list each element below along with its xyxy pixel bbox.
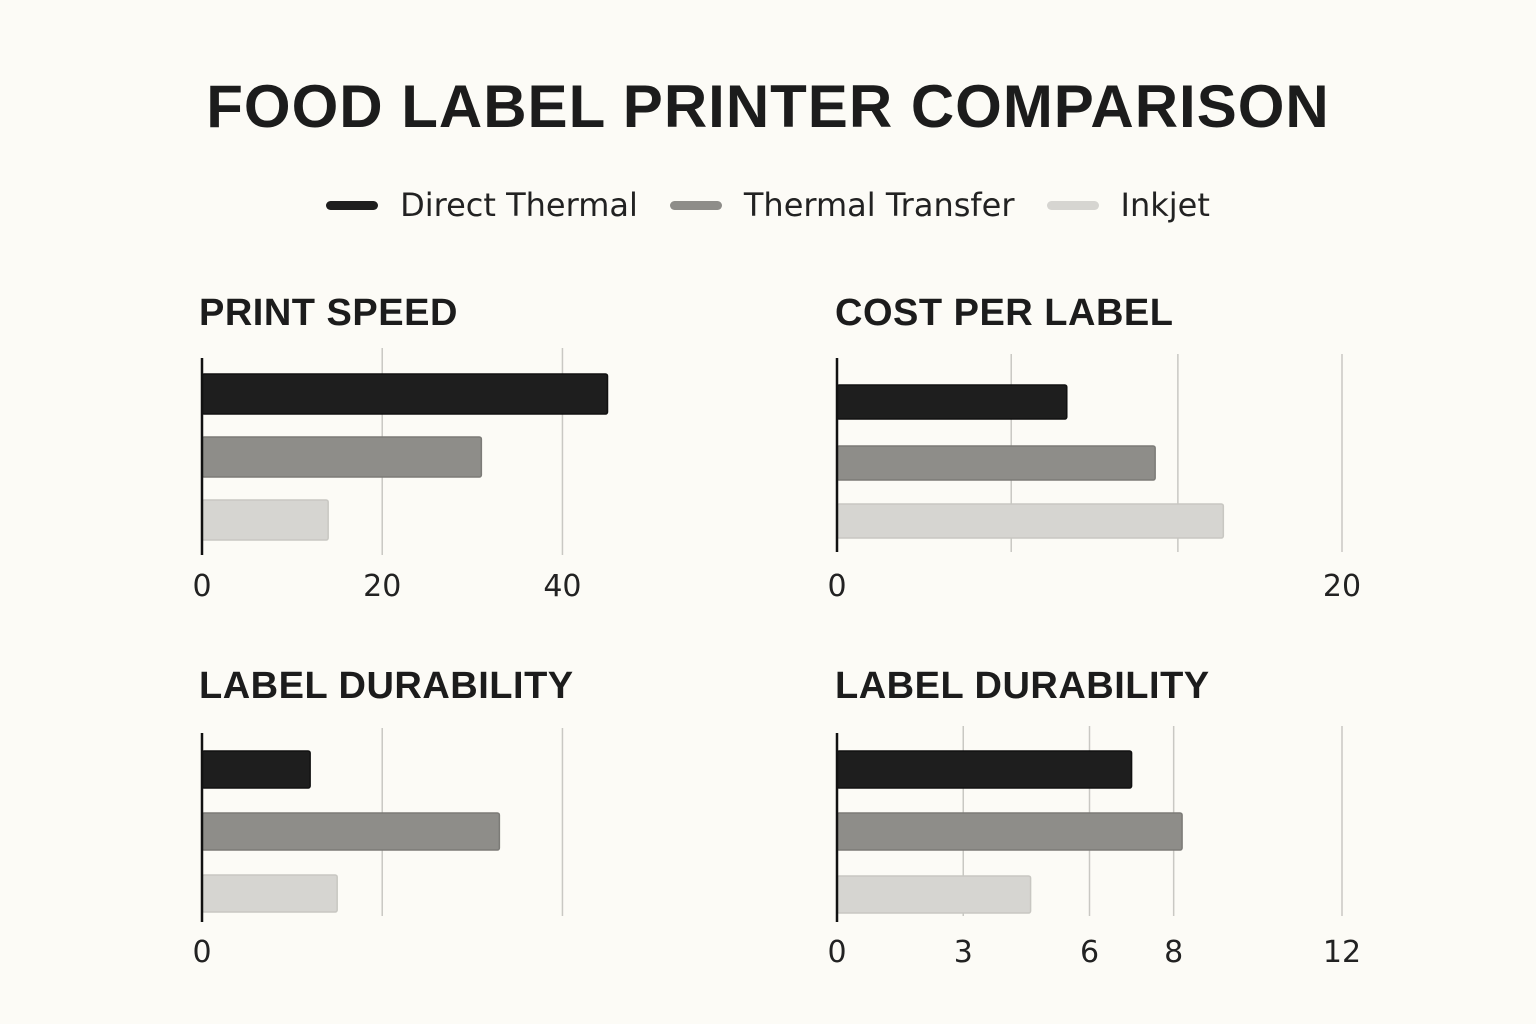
tick-label: 6 [1080, 935, 1099, 970]
legend-item-inkjet: Inkjet [1046, 186, 1210, 224]
panel-title-label-durability-left: LABEL DURABILITY [199, 665, 574, 707]
tick-label: 20 [363, 569, 401, 604]
tick-label: 8 [1164, 935, 1183, 970]
legend-label-thermal-transfer: Thermal Transfer [743, 186, 1015, 224]
tick-label: 0 [192, 935, 211, 970]
legend-label-inkjet: Inkjet [1120, 186, 1210, 224]
chart-title: FOOD LABEL PRINTER COMPARISON [206, 73, 1330, 140]
tick-label: 0 [827, 569, 846, 604]
bar-direct-thermal [836, 384, 1068, 420]
legend-label-direct-thermal: Direct Thermal [400, 186, 638, 224]
panel-title-cost-per-label: COST PER LABEL [835, 292, 1174, 334]
tick-label: 0 [192, 569, 211, 604]
legend: Direct Thermal Thermal Transfer Inkjet [0, 186, 1536, 224]
tick-label: 0 [827, 935, 846, 970]
bar-direct-thermal [201, 750, 311, 789]
legend-swatch-inkjet [1046, 200, 1099, 210]
bar-inkjet [836, 875, 1032, 914]
bar-direct-thermal [201, 373, 609, 415]
tick-label: 20 [1323, 569, 1361, 604]
tick-label: 3 [954, 935, 973, 970]
legend-item-direct-thermal: Direct Thermal [326, 186, 638, 224]
legend-swatch-direct-thermal [326, 200, 379, 210]
bar-direct-thermal [836, 750, 1133, 789]
panel-title-label-durability-right: LABEL DURABILITY [835, 665, 1210, 707]
tick-label: 40 [543, 569, 581, 604]
bar-inkjet [836, 503, 1225, 539]
panel-title-print-speed: PRINT SPEED [199, 292, 458, 334]
bar-thermal-transfer [836, 812, 1183, 851]
bar-thermal-transfer [201, 436, 483, 478]
legend-item-thermal-transfer: Thermal Transfer [669, 186, 1015, 224]
bar-thermal-transfer [836, 445, 1156, 481]
legend-swatch-thermal-transfer [669, 200, 722, 210]
bar-thermal-transfer [201, 812, 501, 851]
bar-inkjet [201, 874, 338, 913]
bar-inkjet [201, 499, 329, 541]
tick-label: 12 [1323, 935, 1361, 970]
